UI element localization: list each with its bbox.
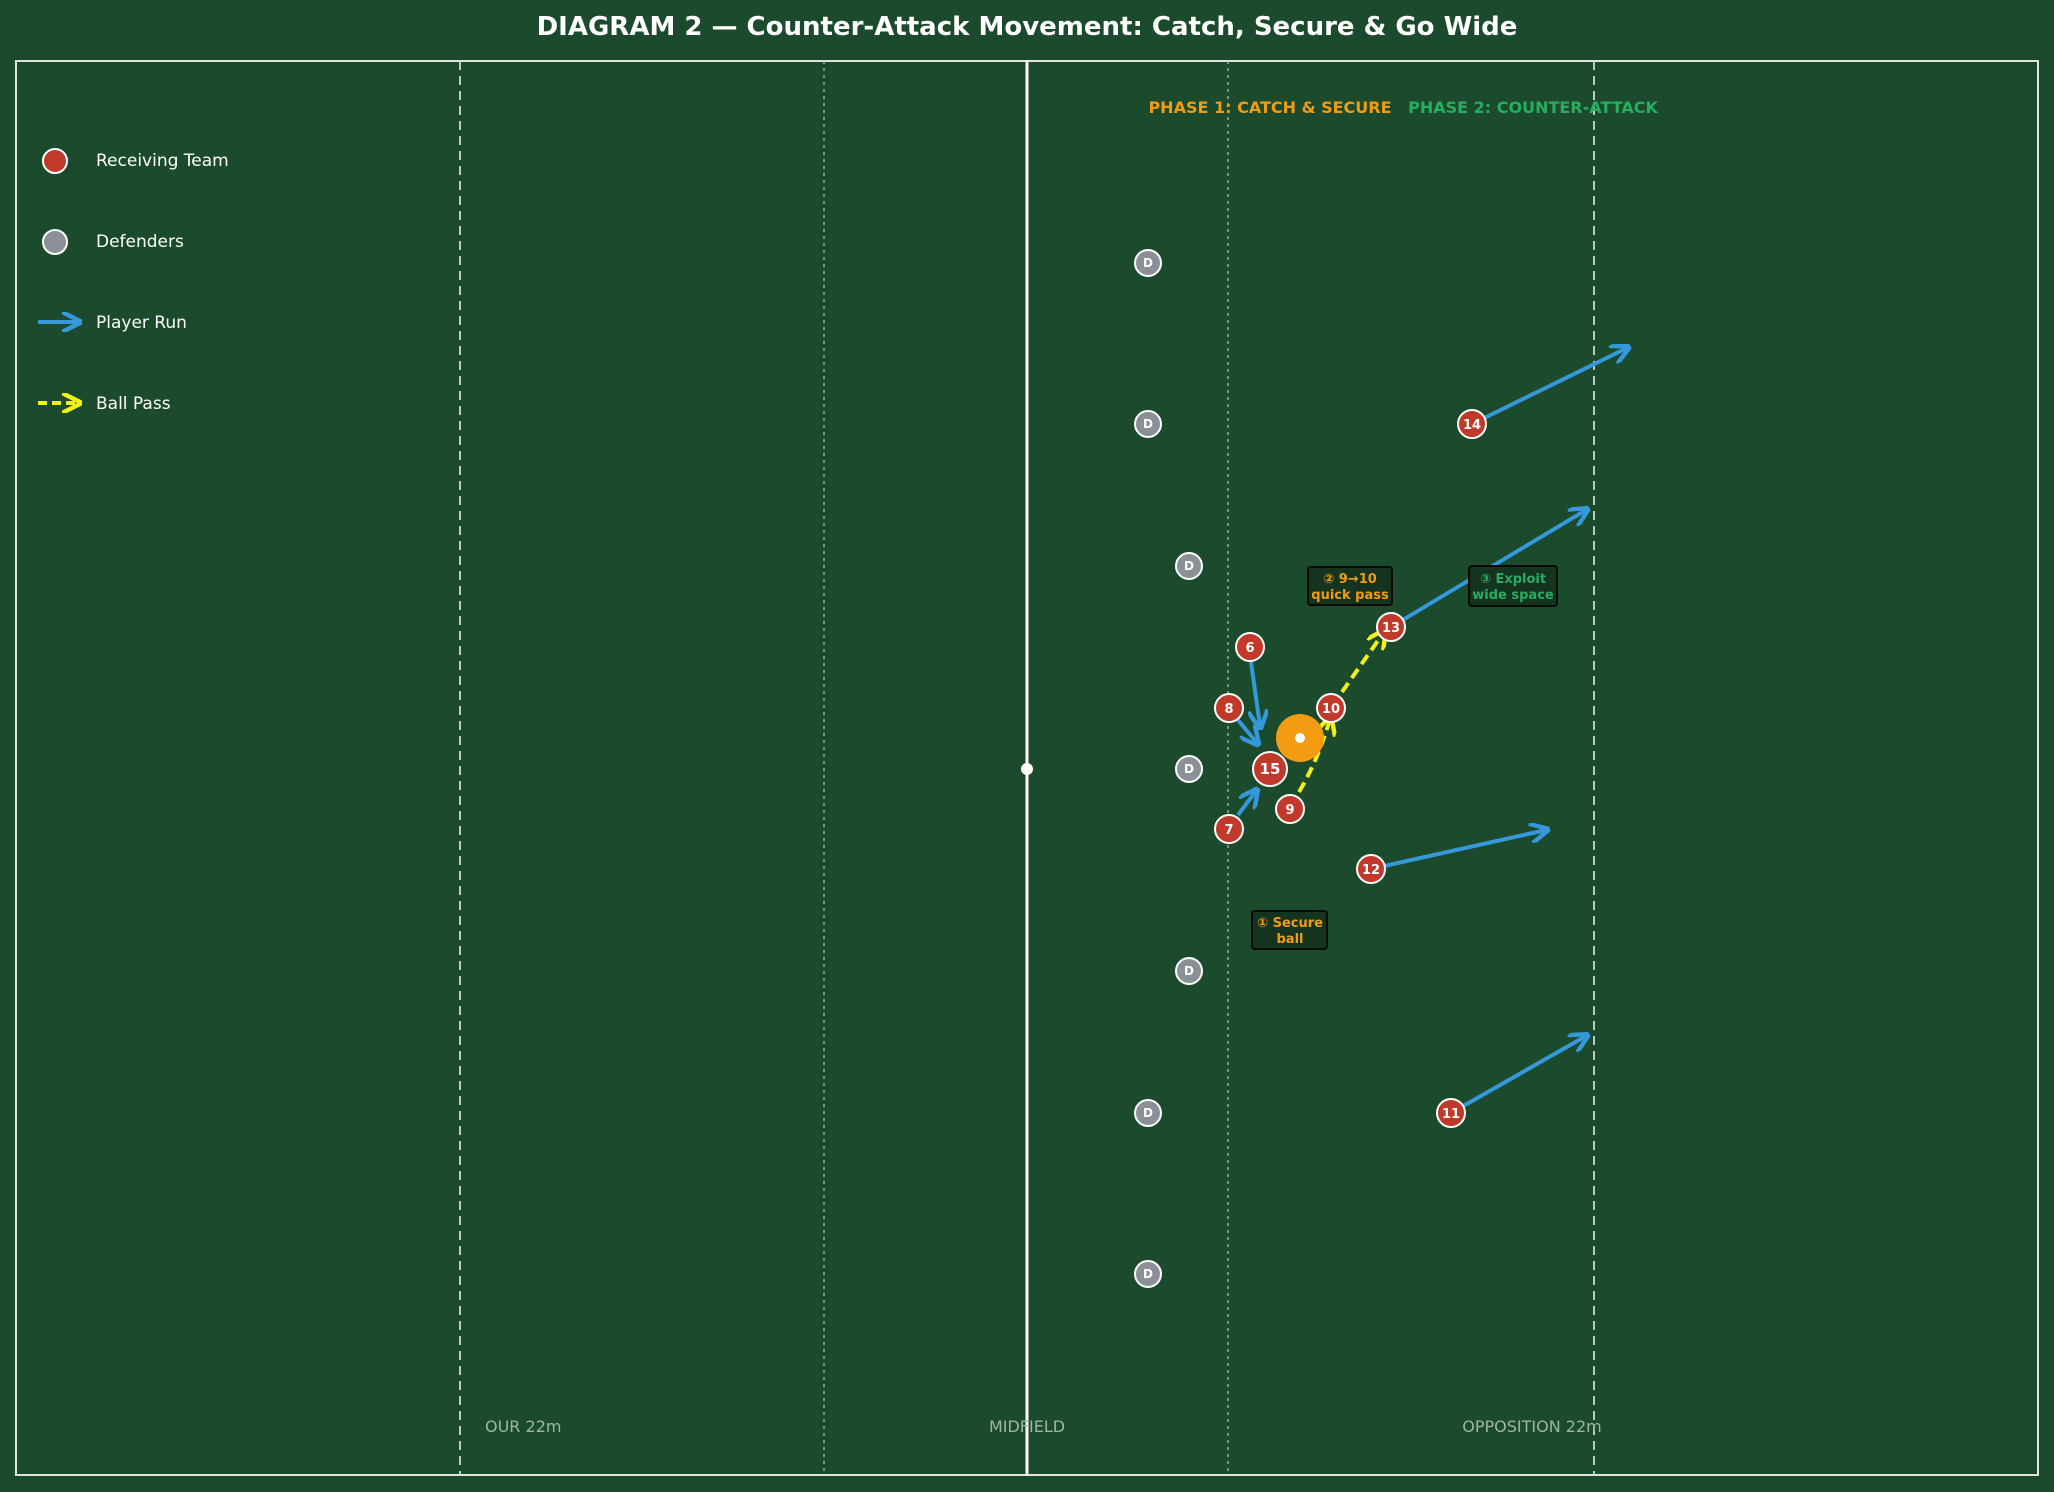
ball-passes: [1297, 632, 1384, 794]
svg-text:D: D: [1143, 1267, 1153, 1281]
player-7: 7: [1214, 814, 1244, 844]
run-14: [1471, 348, 1627, 426]
phase-2-header: PHASE 2: COUNTER-ATTACK: [1408, 98, 1658, 117]
legend-pass-label: Ball Pass: [96, 394, 171, 414]
legend-receiving-marker: [42, 148, 68, 174]
ball: [1276, 714, 1324, 762]
centre-spot: [1021, 763, 1033, 775]
defender: D: [1175, 552, 1203, 580]
svg-text:9: 9: [1285, 803, 1294, 818]
svg-text:② 9→10: ② 9→10: [1323, 572, 1377, 587]
zone-label-our-22m: OUR 22m: [485, 1417, 561, 1436]
svg-text:D: D: [1143, 256, 1153, 270]
player-8: 8: [1214, 693, 1244, 723]
ball-centre-dot: [1295, 733, 1305, 743]
pass-9-to-10: [1297, 719, 1330, 794]
svg-text:wide space: wide space: [1472, 588, 1554, 603]
defender: D: [1134, 1260, 1162, 1288]
player-11: 11: [1436, 1098, 1466, 1128]
svg-text:quick pass: quick pass: [1311, 588, 1389, 603]
callout-quick-pass: ② 9→10 quick pass: [1307, 566, 1393, 606]
svg-text:① Secure: ① Secure: [1257, 916, 1323, 931]
player-9: 9: [1275, 794, 1305, 824]
svg-text:13: 13: [1382, 621, 1400, 636]
svg-text:11: 11: [1442, 1107, 1460, 1122]
svg-text:ball: ball: [1277, 932, 1304, 947]
player-12: 12: [1356, 854, 1386, 884]
defender: D: [1175, 957, 1203, 985]
zone-label-opposition-22m: OPPOSITION 22m: [1462, 1417, 1601, 1436]
svg-text:D: D: [1143, 1106, 1153, 1120]
defender: D: [1175, 755, 1203, 783]
defender: D: [1134, 410, 1162, 438]
run-6: [1251, 661, 1260, 726]
legend-run-label: Player Run: [96, 313, 187, 333]
run-12: [1370, 830, 1546, 871]
defender: D: [1134, 1099, 1162, 1127]
player-15: 15: [1252, 751, 1288, 787]
run-8: [1236, 718, 1257, 743]
player-6: 6: [1235, 632, 1265, 662]
defenders: D D D D D D D: [1134, 249, 1203, 1288]
svg-text:7: 7: [1224, 823, 1233, 838]
legend-receiving-label: Receiving Team: [96, 151, 229, 171]
svg-text:D: D: [1184, 964, 1194, 978]
svg-text:D: D: [1184, 559, 1194, 573]
callout-exploit-wide-space: ③ Exploit wide space: [1468, 565, 1558, 607]
run-7: [1236, 791, 1256, 817]
zone-label-midfield: MIDFIELD: [989, 1417, 1065, 1436]
svg-text:D: D: [1184, 762, 1194, 776]
player-10: 10: [1316, 693, 1346, 723]
svg-text:③ Exploit: ③ Exploit: [1480, 572, 1546, 587]
legend-defender-label: Defenders: [96, 232, 184, 252]
svg-text:6: 6: [1245, 641, 1254, 656]
phase-1-header: PHASE 1: CATCH & SECURE: [1148, 98, 1391, 117]
diagram-title: DIAGRAM 2 — Counter-Attack Movement: Cat…: [537, 12, 1518, 42]
svg-text:14: 14: [1463, 418, 1481, 433]
legend-defender-marker: [42, 229, 68, 255]
svg-text:10: 10: [1322, 702, 1340, 717]
svg-text:15: 15: [1260, 760, 1281, 778]
player-13: 13: [1376, 612, 1406, 642]
svg-text:8: 8: [1224, 702, 1233, 717]
defender: D: [1134, 249, 1162, 277]
pass-10-to-13: [1340, 632, 1384, 694]
run-11: [1450, 1036, 1586, 1115]
svg-text:D: D: [1143, 417, 1153, 431]
receiving-team: 6 8 15 10 7 9 13 14 12 11: [1214, 409, 1487, 1128]
legend: Receiving Team Defenders Player Run Ball…: [38, 148, 229, 414]
player-14: 14: [1457, 409, 1487, 439]
svg-text:12: 12: [1362, 863, 1380, 878]
callout-secure-ball: ① Secure ball: [1251, 910, 1328, 950]
